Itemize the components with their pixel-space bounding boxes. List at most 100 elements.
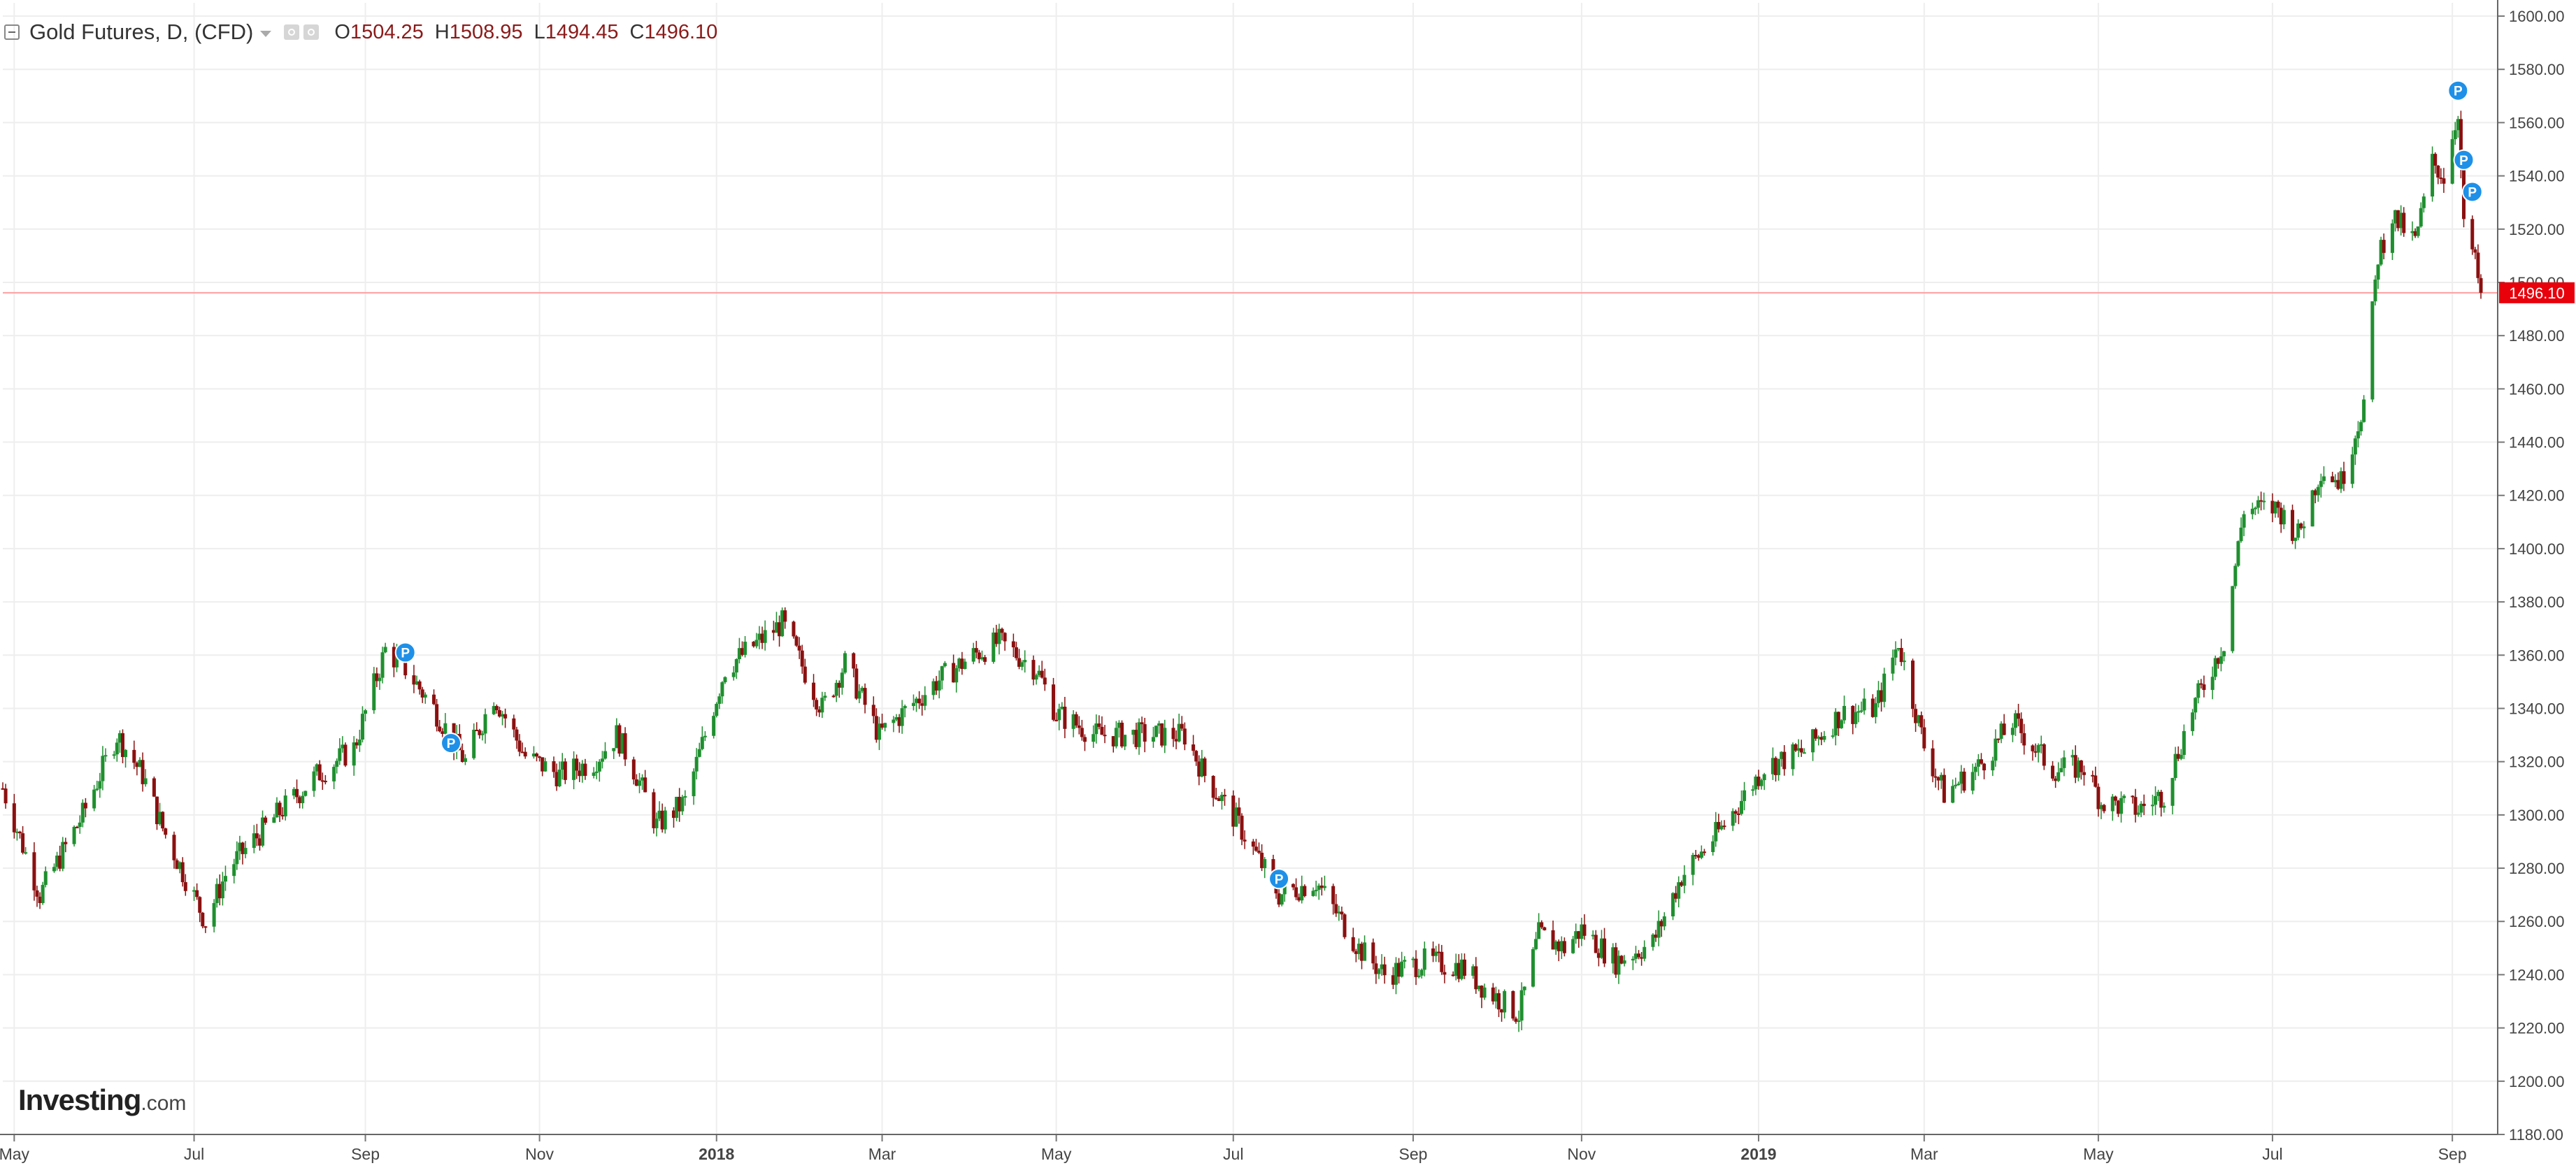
candle (1682, 865, 1687, 893)
candle-body (1914, 709, 1918, 723)
candle-body (1054, 719, 1059, 721)
candle-body (2439, 177, 2443, 179)
candle-body (634, 779, 638, 786)
candle-body (155, 796, 159, 825)
candle (2276, 500, 2280, 518)
candle-body (520, 751, 524, 754)
x-tick-label: Nov (525, 1145, 554, 1163)
candle-body (675, 796, 679, 819)
x-axis[interactable]: May Jul Sep Nov 2018 Mar May Jul Sep Nov 2019 Mar Ma… (0, 1134, 2498, 1163)
candle-body (692, 771, 696, 797)
candle (2102, 804, 2106, 814)
candle-body (911, 702, 915, 707)
candle (2473, 247, 2477, 259)
candle (1842, 695, 1847, 724)
candle-body (1651, 935, 1655, 947)
candle-body (1074, 714, 1078, 726)
candle-body (1603, 938, 1607, 964)
candle-body (1617, 956, 1621, 975)
candle-body (2191, 712, 2195, 731)
candle (557, 761, 561, 788)
y-tick-label: 1540.00 (2509, 168, 2565, 185)
collapse-legend-icon[interactable] (4, 24, 20, 40)
candle-body (834, 682, 838, 696)
candle-body (983, 657, 987, 662)
candle-body (2350, 454, 2354, 484)
close-label: C (629, 20, 645, 43)
candle (892, 716, 896, 733)
candle-body (523, 751, 527, 757)
candle-body (2056, 772, 2061, 781)
x-tick-label: May (1041, 1145, 1072, 1163)
candle-body (1097, 723, 1101, 727)
y-tick-label: 1420.00 (2509, 487, 2565, 505)
candle-body (1174, 739, 1178, 742)
candle (1643, 940, 1647, 962)
y-axis[interactable]: 1180.00 1200.00 1220.00 1240.00 1260.00 1280.… (2497, 0, 2565, 1144)
candle (2333, 474, 2338, 488)
candle-body (55, 856, 59, 867)
candle-body (1671, 893, 1675, 916)
candle (175, 858, 179, 870)
candle-body (2373, 280, 2377, 302)
candle (2250, 503, 2254, 519)
candle-body (1580, 924, 1584, 939)
candle-body (215, 884, 219, 903)
candle (135, 761, 139, 776)
candle (812, 674, 816, 707)
candle-body (2031, 745, 2035, 751)
candle (837, 680, 841, 698)
candle (1157, 721, 1161, 734)
candle (852, 652, 856, 678)
candle (634, 774, 638, 786)
candle (692, 768, 696, 805)
candle-body (2459, 119, 2463, 168)
candle (623, 727, 627, 766)
candle-body (1462, 959, 1466, 976)
settings-gear-icon[interactable] (303, 24, 320, 40)
candle (2070, 749, 2075, 766)
candle (600, 751, 604, 769)
candle (360, 706, 364, 743)
candle-body (960, 658, 964, 670)
candle-body (1562, 941, 1566, 953)
symbol-title[interactable]: Gold Futures, D, (CFD) (29, 20, 254, 44)
candle-body (2476, 252, 2480, 278)
candle (1092, 725, 1096, 748)
candle (1756, 770, 1761, 790)
candle-body (1896, 648, 1901, 650)
candle-body (1531, 949, 1535, 987)
candle-body (997, 628, 1001, 644)
candle (2331, 471, 2335, 483)
candle-body (937, 680, 941, 691)
candle-body (460, 750, 464, 763)
candle (115, 738, 119, 762)
candle (1457, 953, 1461, 983)
event-markers: P P P P P P (394, 80, 2483, 890)
candle (223, 865, 227, 891)
candle-body (1137, 722, 1141, 747)
candle (992, 628, 996, 664)
candle-body (2213, 658, 2217, 677)
investing-logo[interactable]: Investing.com (18, 1083, 186, 1117)
candle (1291, 883, 1295, 891)
x-tick-label: Mar (1910, 1145, 1938, 1163)
marker-label: P (401, 646, 410, 661)
candle-body (1814, 729, 1818, 739)
candle-body (1271, 859, 1275, 878)
candle-body (1297, 897, 1301, 901)
candle (55, 851, 59, 871)
visibility-icon[interactable] (284, 24, 300, 40)
candle (1234, 802, 1238, 827)
candle-body (475, 730, 479, 732)
candle-body (815, 700, 819, 710)
chevron-down-icon[interactable] (260, 30, 272, 37)
candle (17, 830, 22, 839)
candle-body (394, 654, 399, 668)
candle (2133, 788, 2138, 823)
candle (112, 751, 116, 759)
candle-body (1211, 776, 1215, 798)
candle-body (917, 698, 922, 704)
candle-body (2073, 755, 2077, 778)
